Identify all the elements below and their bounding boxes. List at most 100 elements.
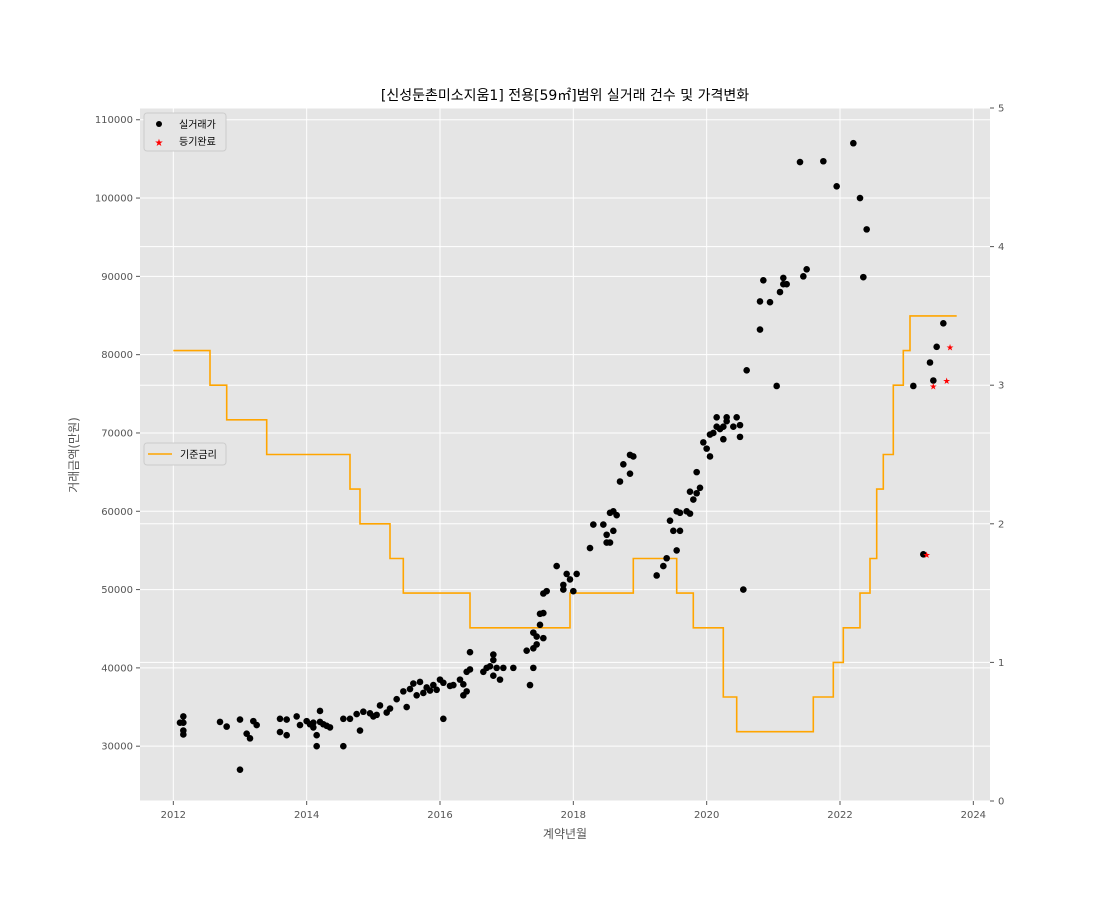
trade-point [410,680,417,687]
trade-point [710,429,717,437]
trade-point [723,414,730,421]
trade-point [180,727,187,734]
trade-point [740,586,747,593]
trade-point [490,651,497,658]
x-axis-label: 계약년월 [543,826,587,841]
y-tick-label: 90000 [101,272,133,283]
trade-point [663,554,670,562]
trade-point [676,509,684,517]
y2-tick-label: 1 [998,658,1004,669]
legend-rate: 기준금리 [143,442,227,466]
trade-point [693,468,700,476]
trade-point [686,488,694,495]
legend-star-marker: ★ [155,138,164,149]
trade-point [620,460,627,468]
trade-point [720,435,727,443]
y-tick-label: 60000 [101,507,133,518]
x-tick-label: 2014 [294,810,319,821]
trade-point [736,421,744,429]
trade-point [373,711,380,719]
trade-point [860,273,867,281]
trade-point [796,158,804,166]
trade-point [676,527,684,535]
trade-point [926,359,934,366]
trade-point [393,695,400,703]
trade-point [686,510,694,517]
trade-point [496,676,504,683]
legend-entry-rate: 기준금리 [180,449,217,461]
registered-star: ★ [943,377,951,387]
trade-point [490,672,497,680]
trade-point [493,664,500,672]
trade-point [630,453,637,460]
trade-point [490,656,497,664]
axis-ticks: 2012 2014 2016 2018 2020 2022 2024300004000050… [95,104,1005,822]
legend-circle-marker [156,121,162,127]
trade-point [340,742,347,750]
trade-point [466,648,474,656]
trade-point [693,489,700,497]
trade-point [403,703,410,711]
trade-point [863,226,870,233]
trade-point [180,713,187,720]
legend-top: 실거래가 ★ 등기완료 [143,112,227,152]
legend-entry-trades: 실거래가 [179,119,216,131]
trade-point [566,576,574,583]
rate-series [173,315,957,733]
trade-point [316,707,324,715]
x-tick-label: 2012 [161,810,186,821]
trade-point [293,713,300,720]
trade-point [456,676,464,683]
trade-point [626,470,634,477]
trade-point [360,708,367,716]
trade-point [940,320,947,327]
trade-point [563,570,570,578]
trade-point [376,702,384,709]
trade-point [856,194,864,202]
legend-rate-box [143,442,227,466]
trade-point [420,689,427,697]
trade-point [780,274,787,282]
trade-point [296,721,304,729]
trade-point [606,539,614,546]
trade-point [500,664,507,672]
x-tick-label: 2020 [694,810,719,821]
trade-points [176,139,947,773]
chart-title: [신성둔촌미소지움1] 전용[59㎡]범위 실거래 건수 및 가격변화 [381,88,749,104]
rate-step-line [173,315,957,733]
trade-point [466,666,474,673]
registered-star: ★ [946,343,954,353]
trade-point [773,382,780,390]
x-tick-label: 2016 [427,810,452,821]
trade-point [666,517,674,524]
trade-point [356,727,364,734]
y2-tick-label: 0 [998,797,1004,808]
trade-point [223,723,230,730]
trade-point [276,715,284,723]
trade-point [440,679,447,687]
trade-point [803,266,810,273]
trade-point [690,496,697,503]
trade-point [326,724,334,731]
trade-point [463,688,470,695]
trade-point [776,288,784,296]
trade-point [760,276,767,284]
trade-point [400,688,407,695]
y-tick-label: 70000 [101,428,133,439]
trade-point [560,586,567,593]
trade-point [426,687,434,694]
y-tick-label: 110000 [95,115,133,126]
trade-point [586,544,594,552]
trade-point [283,731,290,739]
trade-point [930,377,937,384]
trade-point [713,414,720,421]
trade-point [736,433,744,441]
trade-point [510,664,517,672]
trade-point [536,621,544,629]
trade-point [243,730,250,737]
y-tick-label: 50000 [101,585,133,596]
trade-point [783,280,790,288]
y-tick-label: 100000 [95,194,133,205]
trade-point [933,343,940,351]
